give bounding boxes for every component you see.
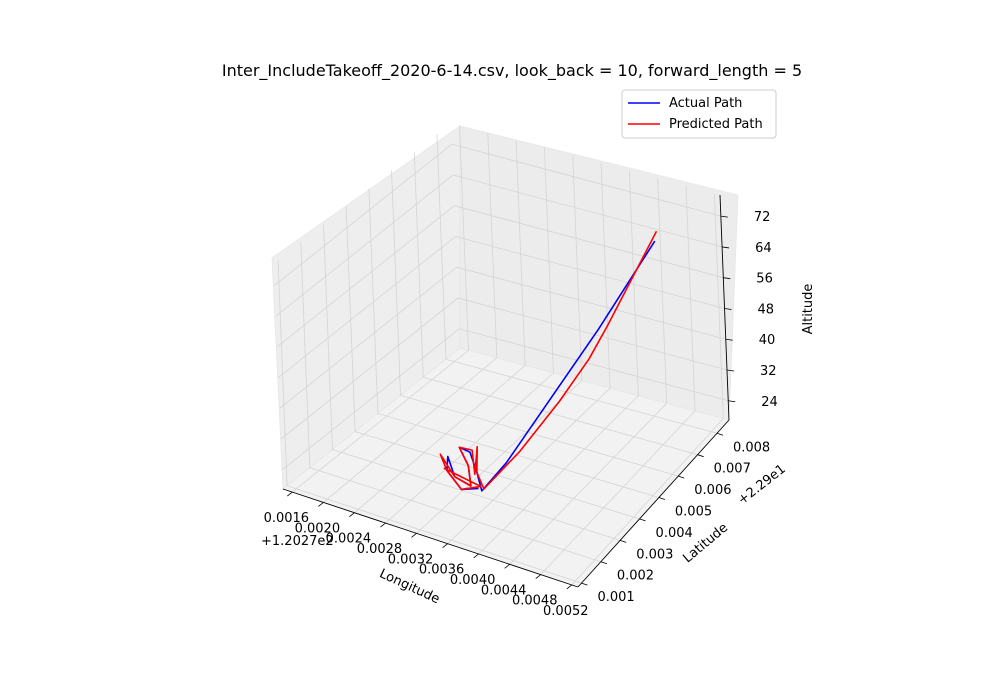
y-tick-label: 0.006 (694, 483, 731, 498)
legend: Actual Path Predicted Path (621, 89, 777, 139)
y-tick-label: 0.001 (597, 590, 634, 605)
x-tick-label: 0.0032 (388, 552, 434, 567)
x-tick-label: 0.0036 (419, 563, 465, 578)
y-tick-label: 0.008 (733, 440, 770, 455)
z-tick-label: 56 (756, 272, 773, 287)
gridline-latitude (277, 260, 582, 584)
x-tick-mark (287, 491, 293, 497)
gridline-longitude (385, 147, 554, 524)
legend-label-actual-path: Actual Path (669, 96, 742, 111)
y-tick-mark (600, 561, 607, 565)
z-tick-mark (720, 215, 728, 218)
y-tick-mark (658, 497, 666, 500)
gridline-longitude (509, 178, 668, 565)
z-tick-label: 32 (760, 364, 777, 379)
gridline-latitude (368, 188, 660, 498)
gridline-longitude (540, 185, 696, 575)
z-tick-label: 64 (755, 241, 772, 256)
y-tick-mark (697, 454, 704, 458)
x-axis-line (282, 488, 579, 588)
y-tick-mark (716, 432, 724, 436)
gridline-longitude (447, 163, 611, 544)
gridline-latitude (323, 224, 621, 541)
gridline-altitude (275, 174, 723, 317)
chart-panes (271, 125, 739, 588)
y-tick-label: 0.004 (656, 526, 693, 541)
y-tick-mark (678, 475, 685, 479)
x-tick-mark (380, 522, 386, 528)
z-tick-mark (728, 400, 736, 403)
y-tick-label: 0.002 (617, 569, 654, 584)
x-tick-label: 0.0052 (543, 604, 589, 619)
gridline-latitude (300, 242, 601, 563)
gridline-latitude (436, 134, 718, 434)
axis-lines (282, 194, 730, 588)
gridline-longitude (323, 132, 498, 503)
gridline-longitude (292, 125, 469, 493)
legend-frame (621, 89, 777, 139)
z-tick-mark (725, 338, 733, 341)
z-tick-mark (722, 246, 730, 249)
z-tick-mark (723, 277, 731, 280)
y-axis-ticks: 0.001 0.002 0.003 0.004 0.005 0.006 0.007 0.008 (581, 432, 770, 605)
y-tick-mark (581, 582, 588, 586)
series-line-actual-path (446, 240, 656, 492)
chart-title: Inter_IncludeTakeoff_2020-6-14.csv, look… (222, 61, 802, 81)
x-axis-ticks: 0.00160.00200.00240.00280.00320.00360.00… (264, 491, 589, 619)
gridline-latitude (391, 170, 679, 477)
x-tick-label: 0.0016 (264, 511, 310, 526)
x-tick-mark (349, 512, 355, 518)
gridline-longitude (354, 140, 526, 514)
z-axis-line (719, 194, 730, 421)
x-tick-label: 0.0048 (512, 594, 558, 609)
gridline-longitude (478, 170, 639, 555)
y-tick-mark (639, 518, 646, 522)
gridline-latitude (413, 152, 698, 456)
x-tick-label: 0.0020 (295, 521, 341, 536)
y-axis-line (577, 419, 730, 588)
y-tick-label: 0.003 (636, 547, 673, 562)
x-tick-mark (318, 502, 324, 507)
z-tick-label: 72 (754, 210, 771, 225)
x-tick-mark (504, 563, 510, 569)
z-tick-mark (724, 308, 732, 310)
x-tick-label: 0.0040 (450, 573, 496, 588)
x-tick-mark (442, 543, 448, 548)
x-tick-label: 0.0044 (481, 583, 527, 598)
x-tick-mark (535, 574, 541, 579)
gridline-altitude (281, 328, 729, 471)
gridline-altitude (279, 266, 726, 409)
z-tick-label: 40 (759, 333, 776, 348)
z-axis-ticks: 24 32 40 48 56 64 72 (720, 210, 778, 410)
x-tick-mark (473, 553, 479, 559)
y-tick-label: 0.007 (714, 462, 751, 477)
x-tick-label: 0.0028 (357, 542, 403, 557)
legend-label-predicted-path: Predicted Path (669, 117, 763, 132)
series-lines (439, 230, 658, 492)
z-tick-label: 24 (761, 395, 778, 410)
x-tick-mark (411, 533, 417, 538)
gridline-altitude (277, 205, 724, 348)
z-axis-title: Altitude (801, 284, 816, 335)
gridline-longitude (571, 193, 724, 586)
y-tick-label: 0.005 (675, 505, 712, 520)
gridline-altitude (274, 143, 721, 286)
z-tick-mark (726, 369, 735, 372)
y-tick-mark (620, 539, 627, 543)
gridline-altitude (278, 236, 725, 378)
x-tick-mark (566, 584, 573, 590)
x-tick-label: 0.0024 (326, 532, 372, 547)
series-line-predicted-path (439, 230, 658, 491)
z-tick-label: 48 (758, 302, 775, 317)
gridline-altitude (280, 297, 728, 440)
x-offset-label: +1.2027e2 (261, 534, 334, 549)
gridline-latitude (345, 206, 640, 520)
